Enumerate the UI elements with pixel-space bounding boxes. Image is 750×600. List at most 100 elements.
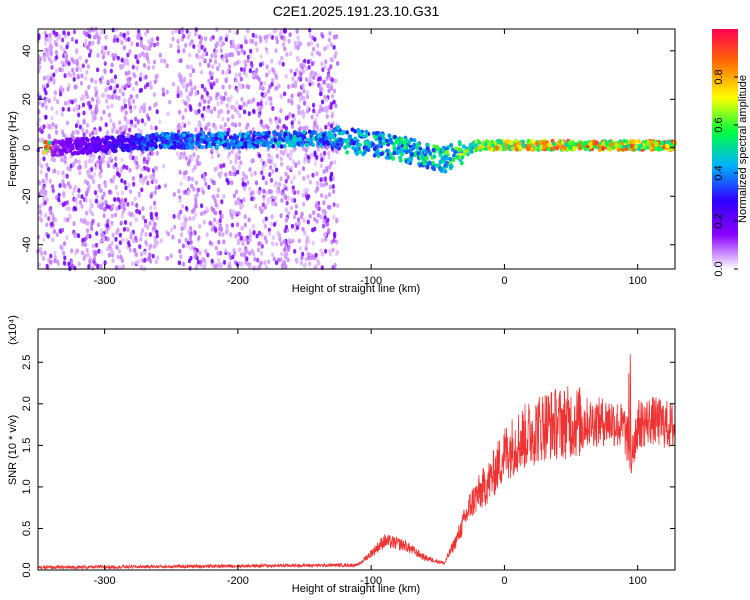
spectrogram-dot (257, 113, 261, 118)
spectrogram-dot (210, 133, 215, 138)
spectrogram-dot (63, 154, 67, 159)
spectrogram-dot (177, 44, 181, 50)
spectrogram-dot (135, 155, 139, 161)
spectrogram-dot (538, 146, 543, 151)
spectrogram-dot (45, 123, 50, 129)
spectrogram-dot (458, 147, 463, 153)
spectrogram-dot (38, 137, 42, 143)
spectrogram-dot (258, 85, 262, 91)
spectrogram-dot (319, 182, 323, 188)
spectrogram-dot (315, 112, 319, 118)
spectrogram-dot (113, 212, 118, 218)
spectrogram-dot (224, 230, 228, 235)
spectrogram-dot (187, 34, 191, 40)
spectrogram-dot (219, 48, 223, 53)
spectrogram-dot (330, 113, 334, 119)
spectrogram-dot (189, 145, 194, 150)
spectrogram-dot (137, 140, 142, 145)
spectrogram-dot (155, 233, 159, 239)
spectrogram-dot (46, 53, 50, 58)
spectrogram-dot (449, 163, 453, 169)
spectrogram-dot (204, 134, 209, 139)
spectrogram-dot (190, 176, 194, 182)
spectrogram-dot (77, 261, 81, 267)
spectrogram-dot (140, 167, 144, 173)
spectrogram-dot (134, 235, 138, 241)
spectrogram-dot (121, 84, 125, 90)
spectrogram-dot (47, 133, 51, 139)
spectrogram-dot (267, 259, 271, 265)
spectrogram-dot (247, 99, 251, 105)
spectrogram-dot (108, 243, 112, 249)
spectrogram-dot (272, 222, 277, 227)
spectrogram-dot (331, 184, 335, 189)
spectrogram-dot (184, 206, 189, 211)
spectrogram-dot (241, 171, 245, 177)
spectrogram-dot (234, 72, 238, 78)
spectrogram-dot (202, 99, 206, 104)
spectrogram-dot (127, 242, 131, 248)
spectrogram-dot (389, 152, 393, 157)
spectrogram-dot (273, 138, 278, 143)
spectrogram-dot (225, 103, 229, 109)
spectrogram-dot (245, 249, 249, 255)
spectrogram-dot (364, 129, 369, 134)
spectrogram-dot (309, 255, 314, 261)
spectrogram-dot (140, 187, 144, 193)
spectrogram-dot (90, 77, 94, 83)
spectrogram-dot (435, 163, 440, 168)
spectrogram-dot (152, 244, 156, 250)
spectrogram-dot (115, 166, 120, 172)
spectrogram-dot (47, 166, 51, 172)
spectrogram-dot (152, 172, 156, 177)
spectrogram-dot (517, 141, 522, 146)
spectrogram-dot (43, 99, 48, 105)
spectrogram-dot (56, 170, 60, 176)
spectrogram-dot (61, 106, 65, 112)
spectrogram-dot (70, 37, 75, 42)
spectrogram-dot (186, 82, 190, 88)
spectrogram-dot (234, 233, 238, 239)
spectrogram-dot (177, 48, 181, 54)
spectrogram-dot (251, 127, 255, 132)
spectrogram-dot (290, 179, 294, 185)
spectrogram-dot (158, 119, 162, 125)
spectrogram-dot (327, 150, 331, 156)
spectrogram-dot (319, 214, 323, 220)
spectrogram-dot (425, 143, 430, 148)
spectrogram-dot (207, 131, 212, 136)
spectrogram-dot (216, 153, 220, 158)
spectrogram-dot (412, 138, 417, 143)
spectrogram-dot (222, 260, 227, 265)
spectrogram-dot (210, 84, 214, 90)
spectrogram-dot (229, 94, 234, 100)
spectrogram-dot (297, 76, 301, 81)
spectrogram-dot (84, 164, 88, 169)
spectrogram-dot (665, 143, 670, 149)
spectrogram-dot (236, 110, 240, 115)
spectrogram-dot (321, 99, 325, 105)
spectrogram-dot (286, 153, 290, 158)
spectrogram-dot (197, 43, 201, 48)
spectrogram-dot (123, 61, 127, 66)
spectrogram-dot (90, 220, 94, 226)
spectrogram-dot (292, 214, 297, 220)
spectrogram-dot (513, 138, 518, 144)
spectrogram-dot (43, 200, 47, 206)
spectrogram-dot (72, 187, 76, 192)
spectrogram-dot (269, 96, 273, 102)
spectrogram-dot (216, 193, 220, 199)
spectrogram-dot (124, 124, 128, 130)
spectrogram-dot (154, 185, 159, 191)
spectrogram-dot (247, 143, 251, 148)
spectrogram-dot (154, 137, 159, 143)
spectrogram-dot (123, 103, 128, 109)
spectrogram-dot (321, 33, 325, 39)
spectrogram-dot (200, 83, 204, 89)
spectrogram-dot (211, 64, 215, 69)
spectrogram-dot (307, 129, 312, 134)
spectrogram-dot (291, 238, 295, 244)
spectrogram-dot (221, 232, 225, 238)
spectrogram-dot (239, 160, 243, 166)
spectrogram-dot (173, 224, 177, 230)
